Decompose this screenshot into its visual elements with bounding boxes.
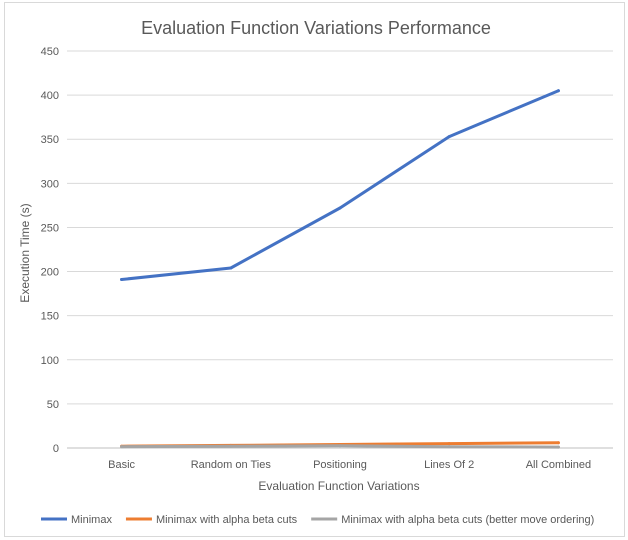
- data-point[interactable]: [120, 445, 124, 449]
- y-tick-label: 350: [41, 134, 59, 146]
- data-point[interactable]: [338, 444, 342, 448]
- x-axis-ticks: Basic Random on Ties Positioning Lines Of 2…: [108, 459, 591, 471]
- legend-label: Minimax: [71, 514, 112, 526]
- data-point[interactable]: [556, 89, 560, 93]
- x-tick-label: Lines Of 2: [424, 459, 474, 471]
- data-point[interactable]: [447, 445, 451, 449]
- y-tick-label: 200: [41, 267, 59, 279]
- data-point[interactable]: [120, 277, 124, 281]
- y-tick-label: 100: [41, 355, 59, 367]
- data-point[interactable]: [556, 441, 560, 445]
- chart-title: Evaluation Function Variations Performan…: [141, 18, 491, 38]
- data-point[interactable]: [229, 266, 233, 270]
- data-point[interactable]: [447, 442, 451, 446]
- y-axis-ticks: 0 50 100 150 200 250 300 350 400 450: [41, 46, 59, 455]
- y-tick-label: 50: [47, 399, 59, 411]
- gridlines: [67, 50, 613, 449]
- series-line[interactable]: [120, 89, 560, 281]
- x-axis-label: Evaluation Function Variations: [258, 479, 419, 493]
- data-point[interactable]: [229, 444, 233, 448]
- x-tick-label: Positioning: [313, 459, 367, 471]
- x-tick-label: All Combined: [526, 459, 591, 471]
- y-tick-label: 450: [41, 46, 59, 58]
- legend-label: Minimax with alpha beta cuts: [156, 514, 298, 526]
- data-point[interactable]: [447, 135, 451, 139]
- y-tick-label: 0: [53, 443, 59, 455]
- series-lines: [120, 89, 560, 449]
- y-tick-label: 250: [41, 222, 59, 234]
- y-axis-label: Execution Time (s): [18, 203, 32, 302]
- y-tick-label: 300: [41, 178, 59, 190]
- data-point[interactable]: [556, 445, 560, 449]
- x-tick-label: Random on Ties: [191, 459, 272, 471]
- line-chart: Evaluation Function Variations Performan…: [18, 18, 613, 526]
- chart-area[interactable]: Evaluation Function Variations Performan…: [4, 2, 625, 537]
- y-tick-label: 400: [41, 90, 59, 102]
- y-tick-label: 150: [41, 311, 59, 323]
- legend-label: Minimax with alpha beta cuts (better mov…: [341, 514, 594, 526]
- data-point[interactable]: [338, 206, 342, 210]
- x-tick-label: Basic: [108, 459, 135, 471]
- legend: Minimax Minimax with alpha beta cuts Minim…: [41, 514, 594, 526]
